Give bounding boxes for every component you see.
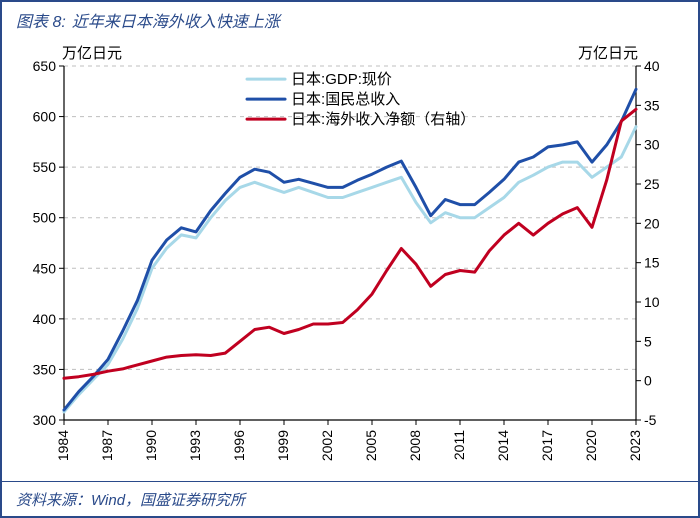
chart-area: 300 350 400 450 500 550 600 650 -5 0 5 10 15 20 25 30 35… xyxy=(2,38,698,482)
svg-text:15: 15 xyxy=(644,255,660,271)
svg-text:2008: 2008 xyxy=(407,430,423,461)
svg-text:2005: 2005 xyxy=(363,430,379,461)
svg-text:5: 5 xyxy=(644,333,652,349)
svg-text:2011: 2011 xyxy=(451,430,467,460)
svg-text:650: 650 xyxy=(33,58,57,74)
svg-text:300: 300 xyxy=(33,412,57,428)
chart-frame: 图表 8: 近年来日本海外收入快速上涨 30035040045050055060… xyxy=(0,0,700,518)
svg-text:600: 600 xyxy=(33,109,57,125)
svg-text:30: 30 xyxy=(644,137,660,153)
svg-text:550: 550 xyxy=(33,159,57,175)
svg-text:40: 40 xyxy=(644,58,660,74)
svg-text:-5: -5 xyxy=(644,412,657,428)
svg-text:400: 400 xyxy=(33,311,57,327)
chart-header: 图表 8: 近年来日本海外收入快速上涨 xyxy=(2,2,698,39)
svg-text:500: 500 xyxy=(33,210,57,226)
chart-title: 近年来日本海外收入快速上涨 xyxy=(72,8,280,32)
figure-number: 图表 8: xyxy=(16,8,66,32)
svg-text:2020: 2020 xyxy=(583,430,599,461)
legend-label: 日本:国民总收入 xyxy=(291,91,400,108)
svg-text:2017: 2017 xyxy=(539,430,555,461)
svg-text:1999: 1999 xyxy=(275,430,291,461)
chart-footer: 资料来源：Wind，国盛证券研究所 xyxy=(2,481,698,516)
svg-text:35: 35 xyxy=(644,97,660,113)
svg-text:25: 25 xyxy=(644,176,660,192)
legend-label: 日本:海外收入净额（右轴） xyxy=(291,111,475,128)
svg-text:1993: 1993 xyxy=(187,430,203,461)
svg-text:1984: 1984 xyxy=(55,430,71,461)
y-right-title: 万亿日元 xyxy=(578,45,638,62)
legend-label: 日本:GDP:现价 xyxy=(291,71,392,88)
svg-text:20: 20 xyxy=(644,215,660,231)
svg-text:2014: 2014 xyxy=(495,430,511,461)
svg-text:1996: 1996 xyxy=(231,430,247,461)
data-source: 资料来源：Wind，国盛证券研究所 xyxy=(16,489,245,510)
svg-text:2023: 2023 xyxy=(627,430,643,461)
svg-text:10: 10 xyxy=(644,294,660,310)
svg-text:450: 450 xyxy=(33,260,57,276)
svg-text:1987: 1987 xyxy=(99,430,115,461)
y-left-title: 万亿日元 xyxy=(62,45,122,62)
svg-text:350: 350 xyxy=(33,361,57,377)
line-chart: 300 350 400 450 500 550 600 650 -5 0 5 10 15 20 25 30 35… xyxy=(2,38,698,482)
svg-text:1990: 1990 xyxy=(143,430,159,461)
svg-text:0: 0 xyxy=(644,373,652,389)
svg-text:2002: 2002 xyxy=(319,430,335,461)
